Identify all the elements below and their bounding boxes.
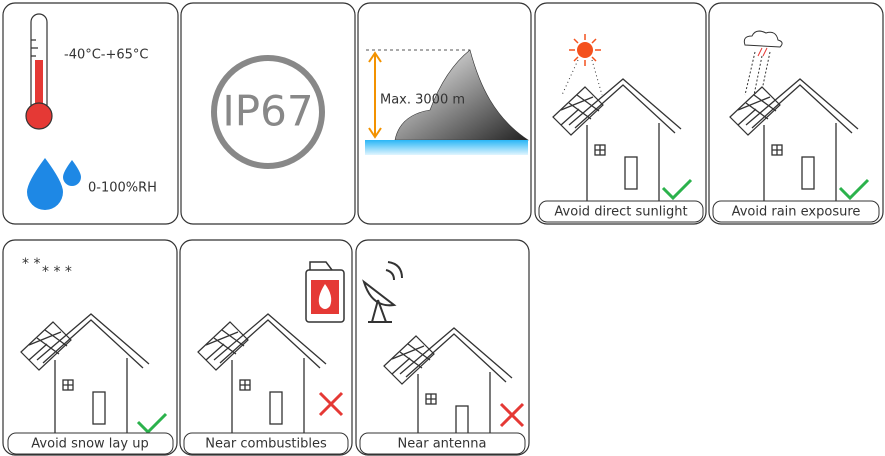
altitude-limit: Max. 3000 m <box>380 93 465 108</box>
svg-text:* * *: * * * <box>42 264 72 280</box>
sunlight-panel: Avoid direct sunlight <box>535 3 706 224</box>
condition-label: Avoid rain exposure <box>732 205 861 220</box>
requirements-diagram: -40°C-+65°C 0-100%RH IP67 Max. 3000 m Av… <box>0 0 885 456</box>
condition-label: Near combustibles <box>205 437 327 452</box>
condition-label: Avoid snow lay up <box>31 437 148 452</box>
svg-text:* *: * * <box>22 256 40 272</box>
condition-label: Near antenna <box>398 437 487 452</box>
combustibles-panel: Near combustibles <box>180 240 352 455</box>
antenna-panel: Near antenna <box>356 240 529 455</box>
ip-rating: IP67 <box>222 87 313 136</box>
rain-panel: Avoid rain exposure <box>709 3 883 224</box>
humidity-range: 0-100%RH <box>88 181 157 196</box>
snow-panel: * * * * * Avoid snow lay up <box>3 240 177 455</box>
temperature-range: -40°C-+65°C <box>64 48 149 63</box>
condition-label: Avoid direct sunlight <box>554 205 687 220</box>
altitude-panel: Max. 3000 m <box>358 3 531 224</box>
ip-rating-panel: IP67 <box>181 3 355 224</box>
climate-panel: -40°C-+65°C 0-100%RH <box>3 3 178 224</box>
